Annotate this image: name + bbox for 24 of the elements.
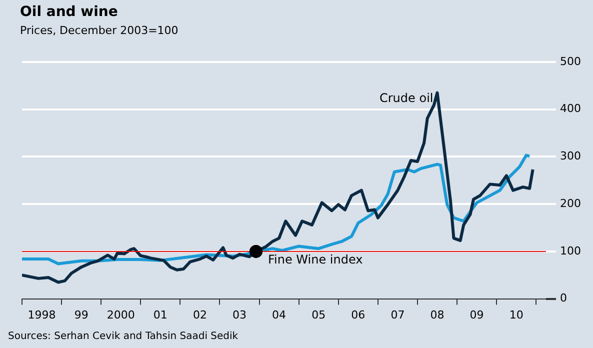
x-tick-label: 2000 bbox=[106, 308, 135, 322]
y-tick-label: 0 bbox=[560, 292, 568, 305]
x-tick-label: 10 bbox=[509, 308, 524, 322]
y-tick-label: 300 bbox=[560, 150, 582, 163]
x-tick-label: 07 bbox=[390, 308, 405, 322]
x-tick-label: 06 bbox=[351, 308, 366, 322]
x-tick-label: 99 bbox=[74, 308, 88, 322]
series-label: Fine Wine index bbox=[268, 252, 363, 267]
chart-title: Oil and wine bbox=[20, 4, 118, 20]
x-tick-label: 02 bbox=[192, 308, 207, 322]
x-tick-label: 08 bbox=[430, 308, 444, 322]
source-note: Sources: Serhan Cevik and Tahsin Saadi Sedik bbox=[8, 331, 238, 342]
y-tick-label: 100 bbox=[560, 244, 582, 258]
y-tick-label: 200 bbox=[560, 196, 582, 210]
chart-subtitle: Prices, December 2003=100 bbox=[20, 24, 178, 37]
x-tick-label: 03 bbox=[232, 308, 247, 322]
x-tick-label: 04 bbox=[272, 308, 286, 322]
x-tick-label: 05 bbox=[312, 308, 326, 322]
y-tick-label: 400 bbox=[560, 102, 582, 116]
series-label: Crude oil bbox=[380, 90, 434, 105]
x-tick-label: 01 bbox=[153, 308, 168, 322]
x-tick-label: 1998 bbox=[28, 308, 56, 322]
y-tick-label: 500 bbox=[560, 54, 582, 68]
x-tick-label: 09 bbox=[470, 308, 484, 322]
